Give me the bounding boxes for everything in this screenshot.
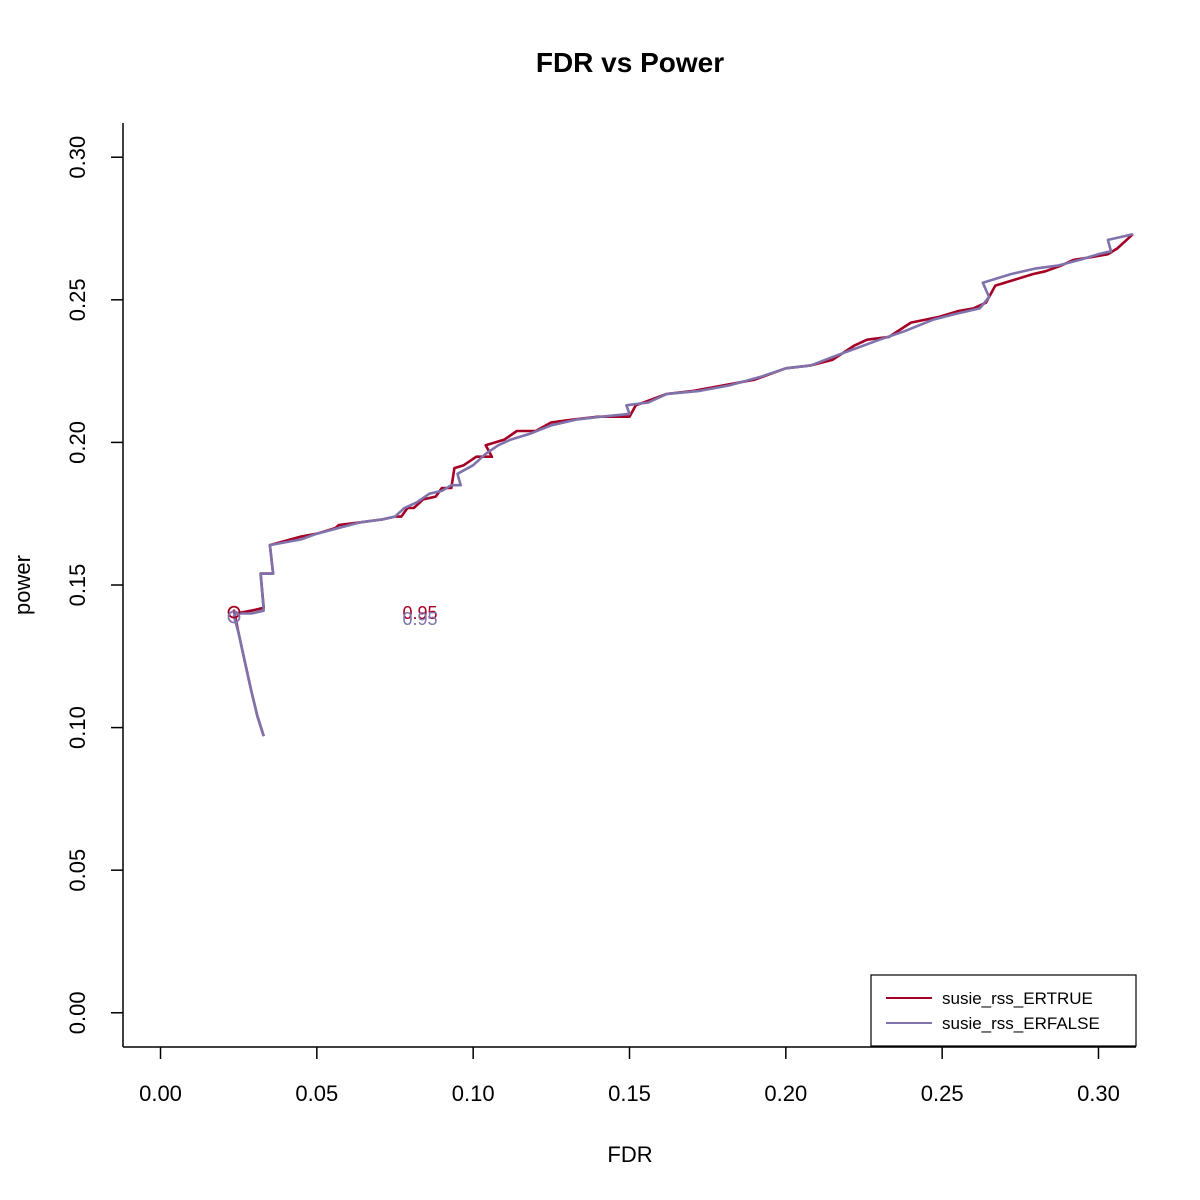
- y-tick-label: 0.05: [65, 849, 90, 892]
- series-layer: [232, 232, 1134, 737]
- x-tick-label: 0.05: [295, 1081, 338, 1106]
- x-tick-label: 0.00: [139, 1081, 182, 1106]
- x-tick-label: 0.30: [1077, 1081, 1120, 1106]
- y-tick-label: 0.15: [65, 564, 90, 607]
- legend-label-erfalse: susie_rss_ERFALSE: [942, 1014, 1100, 1033]
- y-tick-label: 0.00: [65, 991, 90, 1034]
- x-tick-label: 0.25: [921, 1081, 964, 1106]
- x-axis-label: FDR: [607, 1142, 652, 1167]
- marker-point-ertrue: [227, 605, 241, 619]
- y-tick-label: 0.10: [65, 706, 90, 749]
- x-tick-label: 0.15: [608, 1081, 651, 1106]
- x-tick-label: 0.20: [764, 1081, 807, 1106]
- marker-layer: [227, 605, 241, 624]
- legend-label-ertrue: susie_rss_ERTRUE: [942, 989, 1093, 1008]
- axes: 0.00 0.05 0.10 0.15 0.20 0.25 0.30 0.00 0.05 0.10…: [65, 123, 1136, 1106]
- annotation-label: 0.95: [402, 603, 437, 623]
- chart-title: FDR vs Power: [536, 47, 724, 78]
- y-tick-label: 0.20: [65, 421, 90, 464]
- y-tick-label: 0.25: [65, 278, 90, 321]
- series-line-erfalse: [232, 232, 1134, 737]
- y-axis-label: power: [10, 555, 35, 615]
- annotation-layer: 0.950.95: [402, 603, 437, 629]
- y-tick-label: 0.30: [65, 136, 90, 179]
- series-line-ertrue: [232, 233, 1134, 737]
- legend-box: [870, 974, 1137, 1047]
- x-tick-label: 0.10: [452, 1081, 495, 1106]
- marker-point-erfalse: [227, 610, 241, 624]
- legend: susie_rss_ERTRUE susie_rss_ERFALSE: [870, 974, 1137, 1047]
- annotation-label: 0.95: [402, 609, 437, 629]
